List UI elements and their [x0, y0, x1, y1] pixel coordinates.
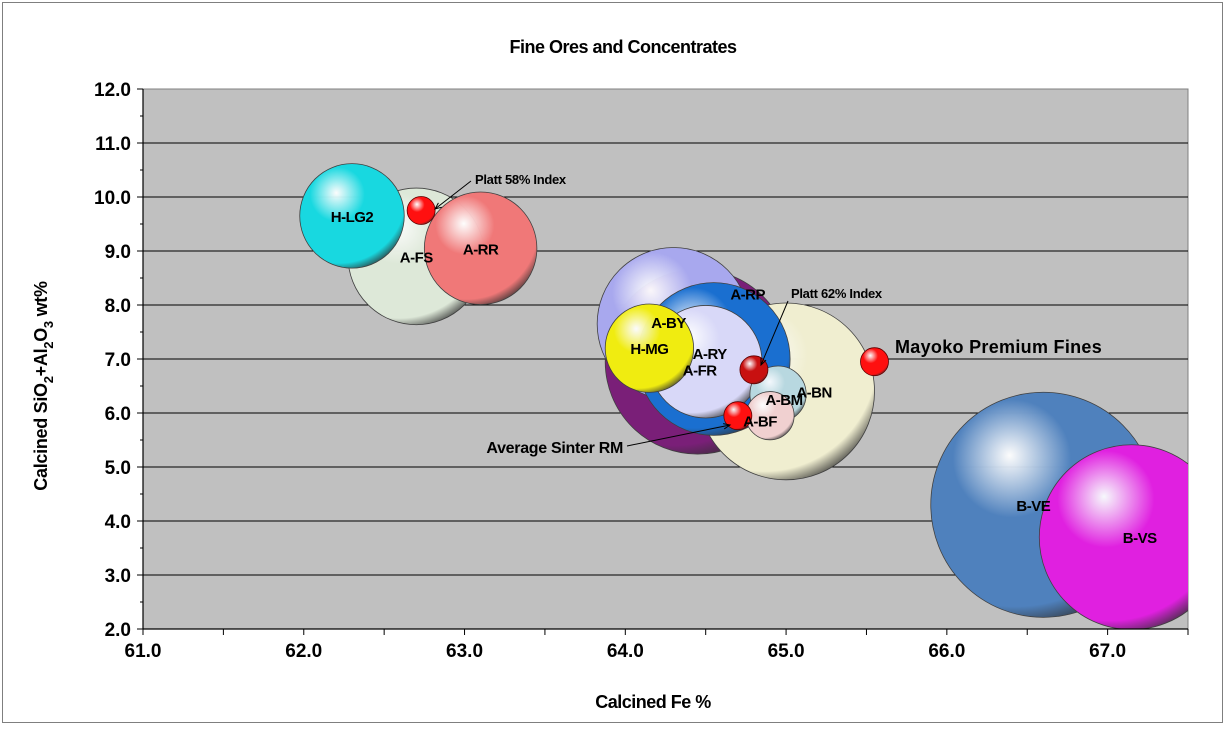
callout-arrowhead: [433, 202, 442, 210]
y-tick-label: 2.0: [105, 620, 131, 641]
bubble-label-a-rp: A-RP: [730, 287, 765, 304]
bubble-label-b-ve: B-VE: [1016, 498, 1050, 515]
y-tick-label: 6.0: [105, 404, 131, 425]
bubble-chart: Fine Ores and Concentrates 2.0 3.0 4.0 5.0 6…: [31, 37, 1189, 712]
marker-platt-62-index: [739, 355, 769, 385]
y-tick-label: 10.0: [94, 188, 131, 209]
y-tick-label: 12.0: [94, 80, 131, 101]
callout-label-platt-62-index: Platt 62% Index: [791, 286, 883, 301]
bubble-h-mg: [604, 303, 695, 393]
bubble-label-a-by: A-BY: [651, 315, 686, 332]
bubble-label-a-ry: A-RY: [693, 346, 728, 363]
x-tick-label: 66.0: [928, 641, 965, 662]
x-tick-label: 67.0: [1089, 641, 1126, 662]
y-tick-label: 4.0: [105, 512, 131, 533]
callout-line: [626, 424, 731, 447]
chart-title: Fine Ores and Concentrates: [509, 37, 737, 57]
marker-platt-58-index: [406, 196, 436, 225]
x-tick-label: 63.0: [446, 641, 483, 662]
callout-line: [434, 180, 472, 210]
bubble-label-b-vs: B-VS: [1123, 530, 1157, 547]
x-axis-label: Calcined Fe %: [595, 692, 711, 712]
x-tick-label: 61.0: [125, 641, 162, 662]
callout-arrowhead: [760, 357, 767, 367]
bubble-a-rr: [423, 191, 538, 305]
y-tick-label: 7.0: [105, 350, 131, 371]
y-tick-label: 5.0: [105, 458, 131, 479]
y-tick-label: 8.0: [105, 296, 131, 317]
bubble-label-a-bn: A-BN: [796, 384, 832, 401]
bubble-label-a-bm: A-BM: [765, 392, 802, 409]
bubble-label-a-rr: A-RR: [463, 241, 499, 258]
marker-mayoko-premium-fines: [860, 347, 889, 377]
bubble-label-h-lg2: H-LG2: [331, 209, 374, 226]
bubble-b-vs: [1038, 444, 1188, 629]
callout-label-mayoko-premium-fines: Mayoko Premium Fines: [895, 337, 1102, 357]
x-tick-label: 64.0: [607, 641, 644, 662]
y-tick-label: 9.0: [105, 242, 131, 263]
callout-arrowhead: [723, 423, 732, 430]
x-tick-label: 65.0: [768, 641, 805, 662]
bubble-h-lg2: [299, 163, 405, 269]
y-tick-label: 3.0: [105, 566, 131, 587]
callouts-layer: Platt 58% Index Platt 62% Index Average Si…: [433, 172, 1102, 457]
marker-average-sinter-rm: [723, 401, 753, 431]
axes: 2.0 3.0 4.0 5.0 6.0 7.0 8.0 9.0 10.0 11.0 12.0 61.0…: [94, 80, 1189, 662]
y-axis-label: Calcined SiO2+Al2O3 wt%: [31, 281, 56, 491]
callout-label-average-sinter-rm: Average Sinter RM: [486, 440, 623, 457]
y-tick-label: 11.0: [95, 134, 131, 155]
bubble-label-h-mg: H-MG: [630, 341, 668, 358]
callout-line: [760, 300, 789, 366]
x-tick-label: 62.0: [285, 641, 322, 662]
bubble-label-a-fs: A-FS: [400, 249, 433, 266]
callout-label-platt-58-index: Platt 58% Index: [475, 172, 567, 187]
bubble-label-a-bf: A-BF: [743, 414, 777, 431]
bubble-label-a-fr: A-FR: [683, 363, 717, 380]
bubbles-layer: [299, 163, 1188, 629]
